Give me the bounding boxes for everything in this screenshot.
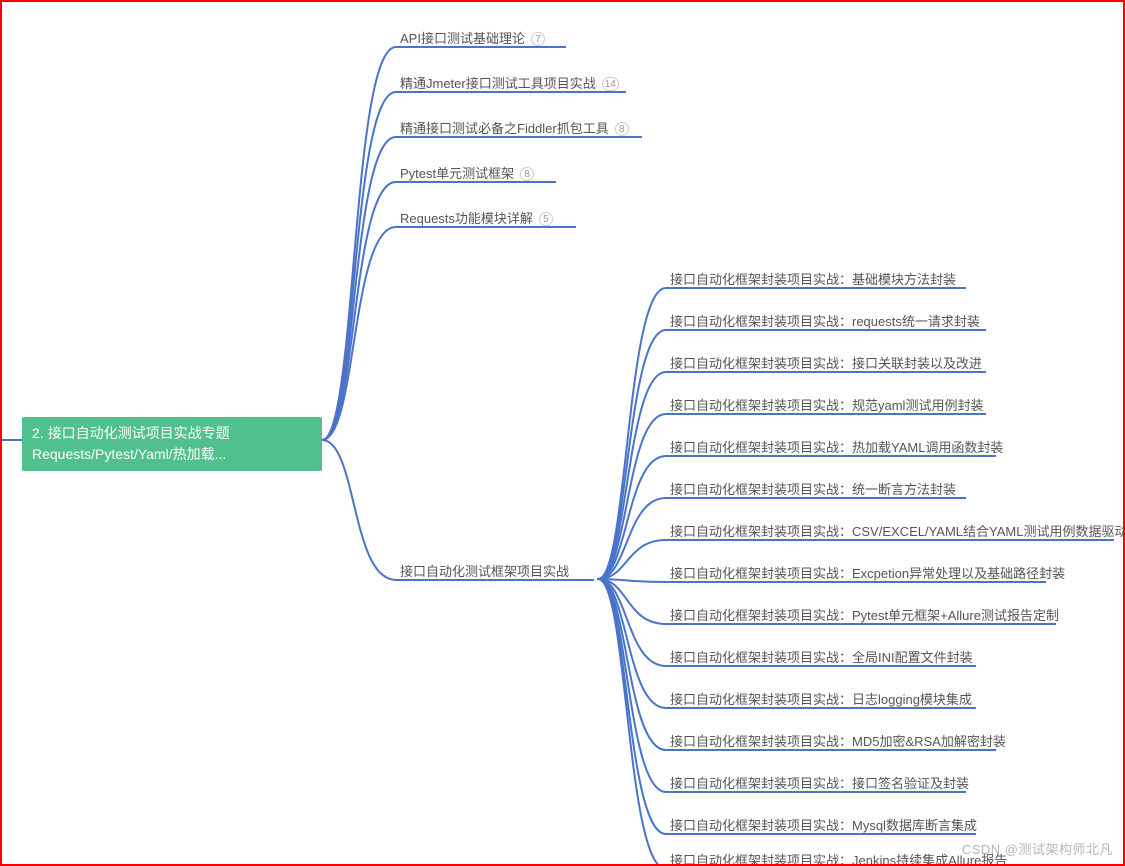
node-label: Requests功能模块详解	[400, 211, 533, 226]
count-badge: 8	[615, 122, 629, 136]
root-title-line2: Requests/Pytest/Yaml/热加载...	[32, 444, 312, 465]
root-index: 2.	[32, 423, 44, 444]
count-badge: 7	[531, 32, 545, 46]
node-label: 接口自动化框架封装项目实战：全局INI配置文件封装	[670, 650, 973, 665]
count-badge: 5	[539, 212, 553, 226]
node-label: API接口测试基础理论	[400, 31, 525, 46]
node-label: 精通Jmeter接口测试工具项目实战	[400, 76, 596, 91]
node-label: 接口自动化框架封装项目实战：统一断言方法封装	[670, 482, 956, 497]
node-label: 接口自动化框架封装项目实战：Mysql数据库断言集成	[670, 818, 977, 833]
watermark-text: CSDN @测试架构师北凡	[962, 839, 1113, 858]
node-label: 接口自动化框架封装项目实战：基础模块方法封装	[670, 272, 956, 287]
node-label: 接口自动化框架封装项目实战：接口签名验证及封装	[670, 776, 969, 791]
count-badge: 14	[602, 77, 619, 91]
mindmap-canvas: 2.接口自动化测试项目实战专题 Requests/Pytest/Yaml/热加载…	[0, 0, 1125, 866]
count-badge: 8	[520, 167, 534, 181]
root-title-line1: 接口自动化测试项目实战专题	[48, 425, 230, 441]
level2-node[interactable]: 接口自动化框架封装项目实战：Jenkins持续集成Allure报告	[670, 850, 1007, 866]
node-label: 接口自动化框架封装项目实战：热加载YAML调用函数封装	[670, 440, 1003, 455]
node-label: 精通接口测试必备之Fiddler抓包工具	[400, 121, 609, 136]
node-label: 接口自动化框架封装项目实战：Jenkins持续集成Allure报告	[670, 853, 1007, 866]
node-label: Pytest单元测试框架	[400, 166, 514, 181]
node-label: 接口自动化框架封装项目实战：Pytest单元框架+Allure测试报告定制	[670, 608, 1059, 623]
node-label: 接口自动化框架封装项目实战：日志logging模块集成	[670, 692, 972, 707]
node-label: 接口自动化框架封装项目实战：Excpetion异常处理以及基础路径封装	[670, 566, 1065, 581]
node-label: 接口自动化框架封装项目实战：MD5加密&RSA加解密封装	[670, 734, 1006, 749]
node-label: 接口自动化框架封装项目实战：CSV/EXCEL/YAML结合YAML测试用例数据…	[670, 524, 1125, 539]
node-label: 接口自动化框架封装项目实战：接口关联封装以及改进	[670, 356, 982, 371]
node-label: 接口自动化测试框架项目实战	[400, 564, 569, 579]
root-node[interactable]: 2.接口自动化测试项目实战专题 Requests/Pytest/Yaml/热加载…	[22, 417, 322, 471]
node-label: 接口自动化框架封装项目实战：规范yaml测试用例封装	[670, 398, 983, 413]
node-label: 接口自动化框架封装项目实战：requests统一请求封装	[670, 314, 980, 329]
